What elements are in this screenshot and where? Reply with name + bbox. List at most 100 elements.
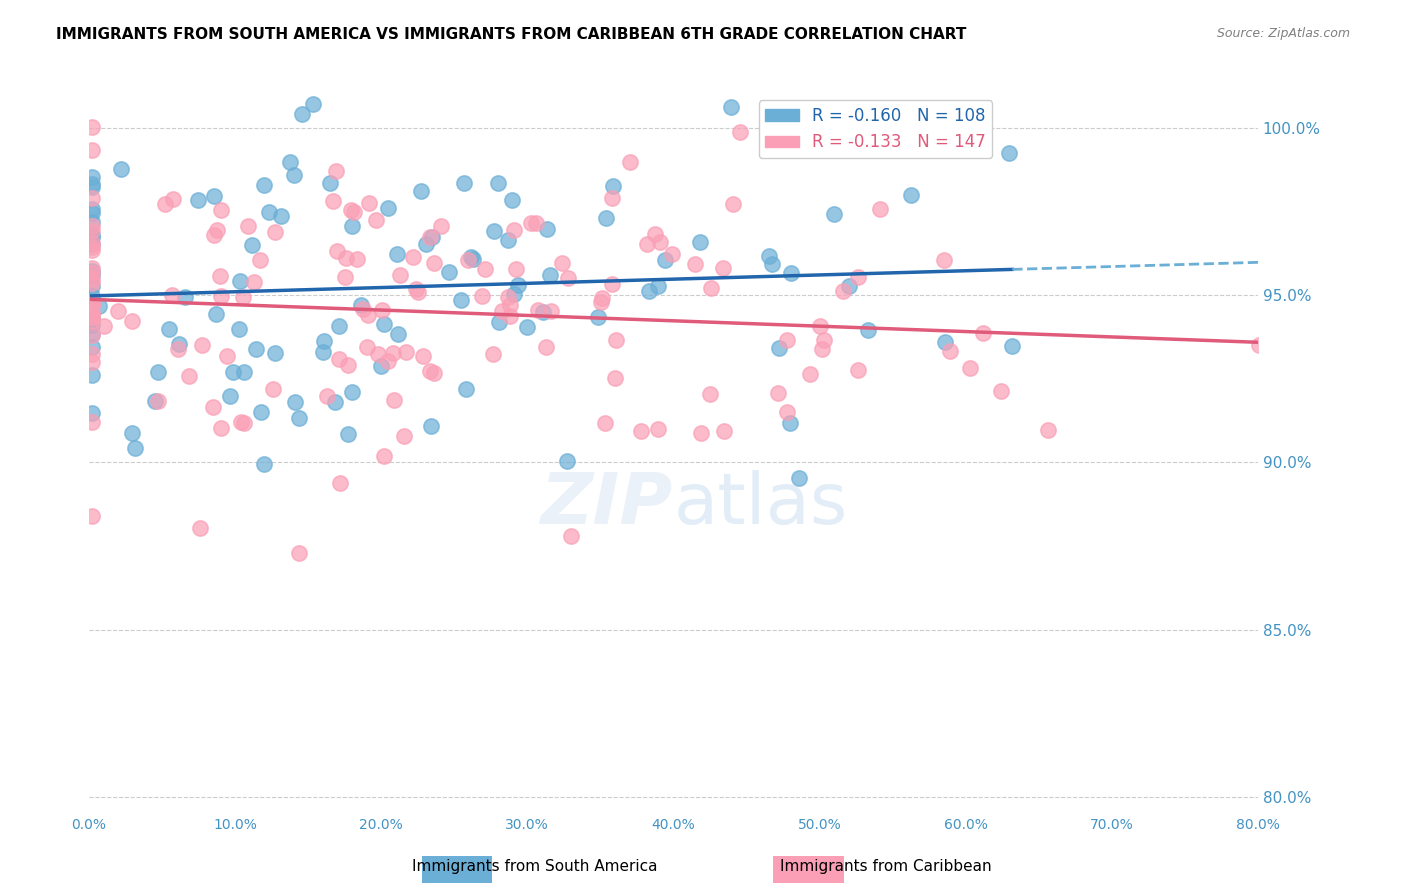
Immigrants from Caribbean [80,298,103,312]
Immigrants from South America [80,202,103,216]
Immigrants from South America [385,247,408,261]
Immigrants from Caribbean [93,319,115,334]
Immigrants from South America [302,97,325,112]
Immigrants from Caribbean [1036,423,1059,437]
Immigrants from Caribbean [551,256,574,270]
Immigrants from Caribbean [661,247,683,261]
Immigrants from Caribbean [972,326,994,340]
Immigrants from South America [80,268,103,282]
Immigrants from South America [202,189,225,203]
Immigrants from Caribbean [482,347,505,361]
Immigrants from Caribbean [264,225,287,239]
Immigrants from South America [837,278,859,293]
Immigrants from Caribbean [503,223,526,237]
Immigrants from South America [250,405,273,419]
Immigrants from Caribbean [262,382,284,396]
Immigrants from South America [779,416,801,430]
Immigrants from South America [787,471,810,485]
Immigrants from Caribbean [80,240,103,254]
Immigrants from Caribbean [1275,404,1298,418]
Immigrants from South America [80,312,103,326]
Immigrants from Caribbean [430,219,453,233]
Immigrants from South America [780,266,803,280]
Immigrants from Caribbean [107,304,129,318]
Immigrants from South America [314,334,336,349]
Immigrants from Caribbean [540,304,562,318]
Immigrants from Caribbean [188,521,211,535]
Text: ZIP: ZIP [541,470,673,539]
Immigrants from South America [647,278,669,293]
Immigrants from Caribbean [80,298,103,312]
Immigrants from Caribbean [325,164,347,178]
Immigrants from South America [228,322,250,336]
Immigrants from South America [516,319,538,334]
Immigrants from Caribbean [392,428,415,442]
Immigrants from South America [288,410,311,425]
Immigrants from Caribbean [367,347,389,361]
Immigrants from Caribbean [423,367,446,381]
Immigrants from South America [240,238,263,252]
Immigrants from South America [325,394,347,409]
Immigrants from Caribbean [813,333,835,347]
Immigrants from Caribbean [619,154,641,169]
Immigrants from South America [80,263,103,277]
Immigrants from South America [450,293,472,307]
Immigrants from Caribbean [520,216,543,230]
Immigrants from Caribbean [776,405,799,419]
Immigrants from Caribbean [346,252,368,267]
Immigrants from Caribbean [209,421,232,435]
Immigrants from South America [80,289,103,303]
Immigrants from South America [80,340,103,354]
Immigrants from South America [997,146,1019,161]
Immigrants from Caribbean [846,269,869,284]
Immigrants from Caribbean [146,393,169,408]
Immigrants from South America [419,419,441,434]
Immigrants from South America [284,395,307,409]
Immigrants from Caribbean [600,191,623,205]
Immigrants from South America [80,326,103,341]
Text: Immigrants from South America: Immigrants from South America [412,859,657,874]
Immigrants from South America [488,315,510,329]
Immigrants from Caribbean [352,301,374,316]
Immigrants from South America [80,237,103,252]
Immigrants from South America [245,343,267,357]
Immigrants from Caribbean [162,287,184,301]
Immigrants from Caribbean [80,143,103,157]
Immigrants from South America [174,290,197,304]
Immigrants from South America [342,219,364,233]
Immigrants from South America [350,298,373,312]
Immigrants from South America [270,209,292,223]
Immigrants from Caribbean [80,327,103,342]
Immigrants from South America [157,322,180,336]
Immigrants from Caribbean [80,310,103,324]
Immigrants from Caribbean [524,217,547,231]
Immigrants from Caribbean [474,262,496,277]
Immigrants from South America [758,249,780,263]
Immigrants from Caribbean [80,236,103,251]
Immigrants from South America [501,193,523,207]
Immigrants from Caribbean [326,244,349,258]
Immigrants from Caribbean [205,223,228,237]
Immigrants from Caribbean [208,268,231,283]
Immigrants from Caribbean [80,416,103,430]
Immigrants from Caribbean [496,290,519,304]
Immigrants from Caribbean [470,289,492,303]
Immigrants from Caribbean [589,294,612,309]
Immigrants from South America [460,250,482,264]
Immigrants from Caribbean [322,194,344,208]
Immigrants from South America [318,176,340,190]
Immigrants from South America [143,394,166,409]
Immigrants from Caribbean [80,266,103,280]
Immigrants from South America [80,215,103,229]
Immigrants from Caribbean [395,345,418,359]
Immigrants from South America [167,337,190,351]
Immigrants from Caribbean [636,237,658,252]
Immigrants from Caribbean [335,251,357,265]
Immigrants from Caribbean [647,421,669,435]
Immigrants from Caribbean [80,355,103,369]
Immigrants from Caribbean [80,224,103,238]
Immigrants from Caribbean [373,449,395,463]
Immigrants from Caribbean [491,303,513,318]
Immigrants from South America [283,168,305,182]
Immigrants from South America [124,441,146,455]
